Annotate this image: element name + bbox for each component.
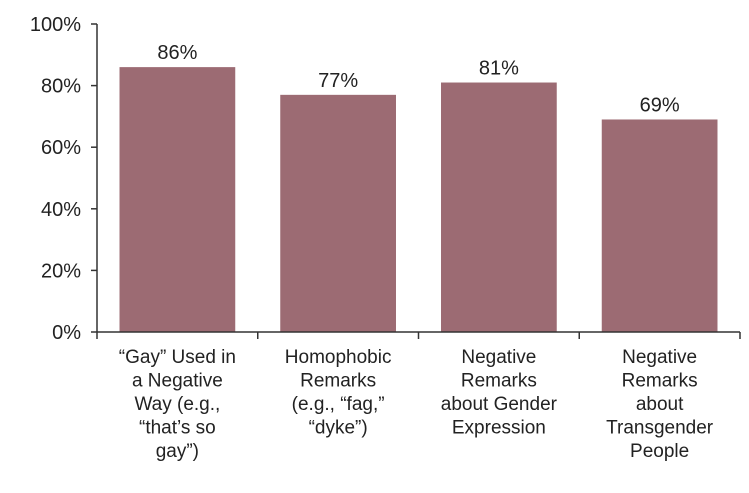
category-label: Homophobic: [285, 347, 392, 368]
category-label: Expression: [452, 418, 546, 439]
category-label: a Negative: [132, 371, 223, 392]
category-label: about Gender: [441, 394, 558, 415]
category-label: Way (e.g.,: [134, 394, 220, 415]
category-label: Negative: [622, 347, 697, 368]
category-label: “that’s so: [139, 418, 216, 439]
category-label: gay”): [156, 441, 199, 462]
data-label: 81%: [479, 58, 519, 80]
data-label: 69%: [640, 94, 680, 116]
data-labels: 86% 77% 81% 69%: [157, 42, 679, 116]
category-label: Remarks: [300, 371, 376, 392]
category-label: (e.g., “fag,”: [292, 394, 385, 415]
bar: [441, 83, 557, 332]
data-label: 86%: [157, 42, 197, 64]
category-label: Remarks: [461, 371, 537, 392]
bars: [120, 67, 718, 332]
y-tick-label: 100%: [30, 14, 81, 36]
data-label: 77%: [318, 70, 358, 92]
y-tick-label: 60%: [41, 137, 81, 159]
y-axis: 0% 20% 40% 60% 80% 100%: [30, 14, 97, 344]
category-label: about: [636, 394, 684, 415]
y-tick-label: 0%: [52, 322, 81, 344]
x-axis: [97, 332, 740, 339]
category-label: Transgender: [606, 418, 714, 439]
bar: [280, 95, 396, 332]
bar: [602, 119, 718, 332]
category-label: “dyke”): [309, 418, 368, 439]
category-label: People: [630, 441, 689, 462]
category-label: “Gay” Used in: [119, 347, 236, 368]
bar: [120, 67, 236, 332]
y-tick-label: 80%: [41, 76, 81, 98]
category-label: Remarks: [622, 371, 698, 392]
y-tick-label: 20%: [41, 260, 81, 282]
y-tick-label: 40%: [41, 199, 81, 221]
category-label: Negative: [461, 347, 536, 368]
